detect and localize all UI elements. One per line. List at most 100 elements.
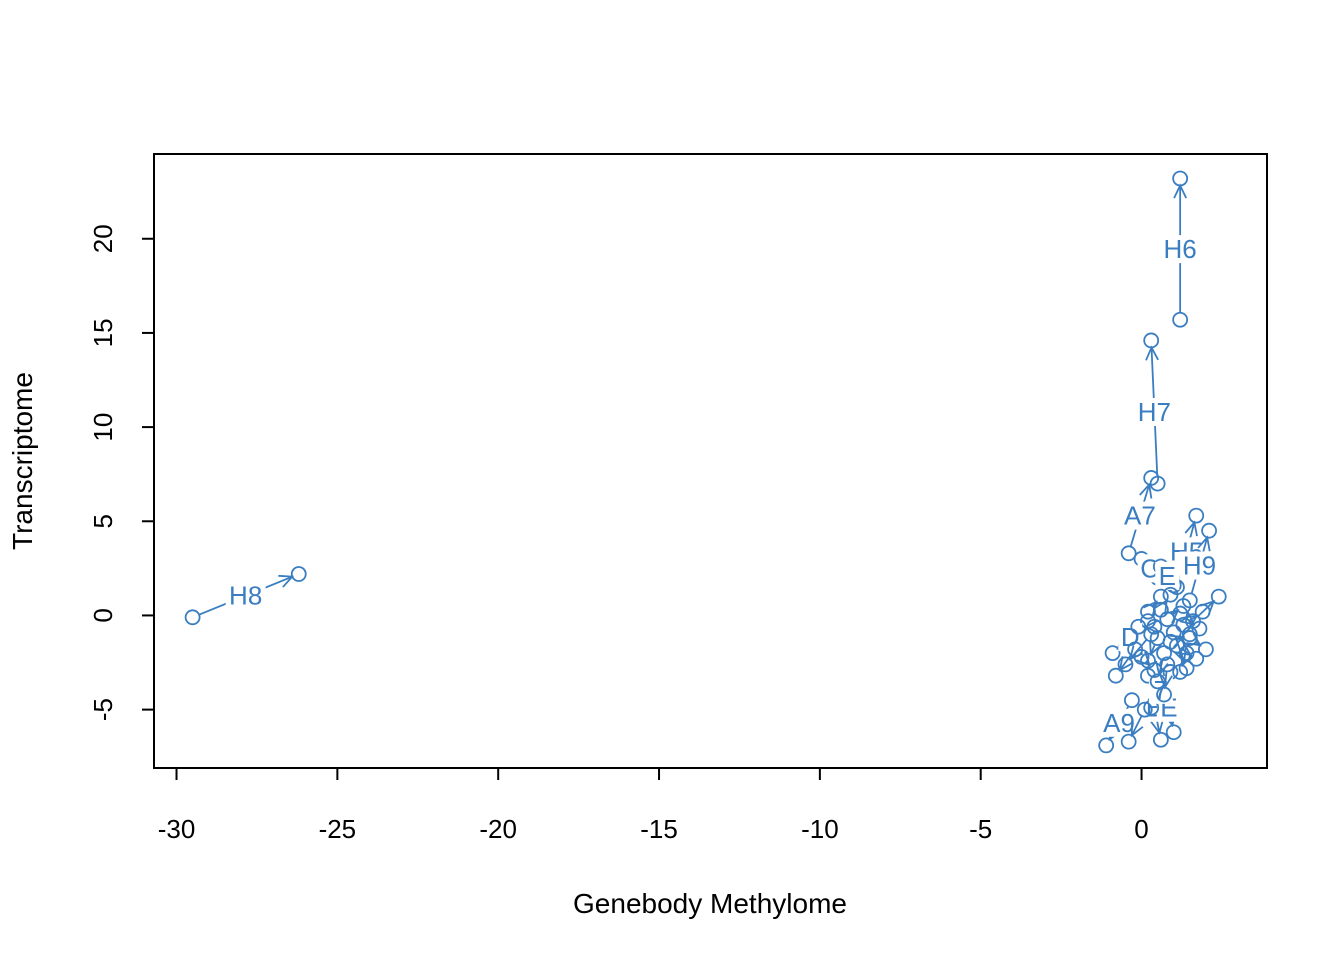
point-end xyxy=(1201,522,1217,539)
arrow-label: H6 xyxy=(1164,234,1197,264)
arrow-shaft xyxy=(1129,639,1148,660)
point-end xyxy=(1143,470,1160,486)
x-tick-label: -25 xyxy=(319,814,357,844)
arrow-item: H9 xyxy=(1179,522,1220,609)
arrow-shaft xyxy=(1197,600,1215,617)
point-end xyxy=(1175,598,1192,614)
y-tick-label: -5 xyxy=(88,698,118,721)
arrow-item xyxy=(1117,626,1160,673)
arrow-head xyxy=(1173,183,1188,199)
point-end xyxy=(290,566,307,582)
point-start xyxy=(1143,626,1160,643)
y-axis-title: Transcriptome xyxy=(7,372,38,550)
arrow-label: D xyxy=(1121,622,1140,652)
arrow-label: E xyxy=(1159,561,1176,591)
point-start xyxy=(184,609,201,626)
arrow-label-bg xyxy=(1160,235,1201,264)
arrow-label-bg xyxy=(1179,551,1220,580)
arrow-head xyxy=(1164,609,1180,624)
arrow-label-bg xyxy=(1118,623,1143,652)
arrow-label-bg xyxy=(225,581,266,610)
arrow-head xyxy=(1143,600,1158,616)
point-end xyxy=(1104,645,1121,662)
arrow-head xyxy=(1197,535,1211,552)
point-start xyxy=(1136,701,1153,718)
arrow-item: H7 xyxy=(1134,332,1175,492)
point-end xyxy=(1117,656,1134,673)
arrow-head xyxy=(1150,719,1164,735)
point-start xyxy=(1133,648,1150,665)
y-tick-label: 20 xyxy=(88,224,118,253)
arrow-item xyxy=(1140,588,1169,620)
arrow-item xyxy=(1162,626,1198,650)
arrow-head xyxy=(1128,645,1144,661)
arrow-label: A9 xyxy=(1103,708,1135,738)
point-start xyxy=(1159,656,1176,673)
point-start xyxy=(1165,624,1182,641)
point-end xyxy=(1146,662,1163,678)
arrow-head xyxy=(1159,674,1173,690)
x-axis: -30 -25 -20 -15 -10 -5 0 xyxy=(158,767,1149,844)
arrow-item: H6 xyxy=(1160,170,1201,328)
x-tick-label: -15 xyxy=(640,814,678,844)
arrow-shaft xyxy=(1131,715,1143,736)
x-tick-label: -30 xyxy=(158,814,196,844)
arrow-label-bg xyxy=(1119,501,1160,530)
arrow-head xyxy=(1143,619,1159,634)
arrow-label-bg xyxy=(1134,398,1175,427)
x-tick-label: -20 xyxy=(479,814,517,844)
point-end xyxy=(1194,603,1211,620)
point-end xyxy=(1152,731,1169,748)
x-axis-title: Genebody Methylome xyxy=(573,888,847,919)
arrow-head xyxy=(1145,345,1159,361)
arrow-item: D xyxy=(1104,613,1156,662)
y-tick-label: 0 xyxy=(88,608,118,622)
arrow-shaft xyxy=(1163,671,1168,688)
x-tick-label: -5 xyxy=(969,814,992,844)
arrow-head xyxy=(1179,651,1193,668)
arrow-item xyxy=(1120,701,1153,750)
arrow-label: C xyxy=(1140,553,1159,583)
y-tick-label: 15 xyxy=(88,318,118,347)
arrow-item xyxy=(1172,605,1208,637)
point-end xyxy=(1143,332,1160,349)
point-start xyxy=(1172,311,1189,328)
arrow-item: A7 xyxy=(1119,470,1160,562)
arrow-item: E xyxy=(1152,558,1182,594)
arrow-head xyxy=(1180,611,1196,626)
point-end xyxy=(1107,667,1124,684)
arrow-label-bg xyxy=(1155,561,1180,590)
arrow-head xyxy=(278,574,295,588)
point-end xyxy=(1165,724,1182,741)
arrow-head xyxy=(1139,482,1153,499)
point-end xyxy=(1172,170,1189,187)
arrow-item xyxy=(1130,618,1163,635)
x-tick-label: -10 xyxy=(801,814,839,844)
arrow-item xyxy=(1172,645,1195,680)
point-end xyxy=(1197,641,1214,658)
point-end xyxy=(1172,664,1189,680)
y-tick-label: 5 xyxy=(88,514,118,528)
point-end xyxy=(1152,588,1169,605)
point-end xyxy=(1181,626,1198,643)
arrow-label: H9 xyxy=(1183,551,1216,581)
x-tick-label: 0 xyxy=(1134,814,1148,844)
arrow-head xyxy=(1149,640,1162,657)
point-start xyxy=(1172,605,1189,622)
point-end xyxy=(1210,588,1227,605)
point-start xyxy=(1120,545,1137,562)
arrow-label: H7 xyxy=(1138,397,1171,427)
arrow-label: A7 xyxy=(1124,501,1156,531)
plot-frame xyxy=(153,153,1268,769)
point-end xyxy=(1120,733,1137,750)
arrow-head xyxy=(1169,634,1186,648)
arrow-head xyxy=(1136,651,1151,667)
arrow-head xyxy=(1130,721,1144,738)
point-start xyxy=(1123,692,1140,709)
point-end xyxy=(1162,586,1179,603)
y-tick-label: 10 xyxy=(88,413,118,442)
arrow-item xyxy=(1133,648,1163,678)
point-end xyxy=(1188,507,1205,524)
